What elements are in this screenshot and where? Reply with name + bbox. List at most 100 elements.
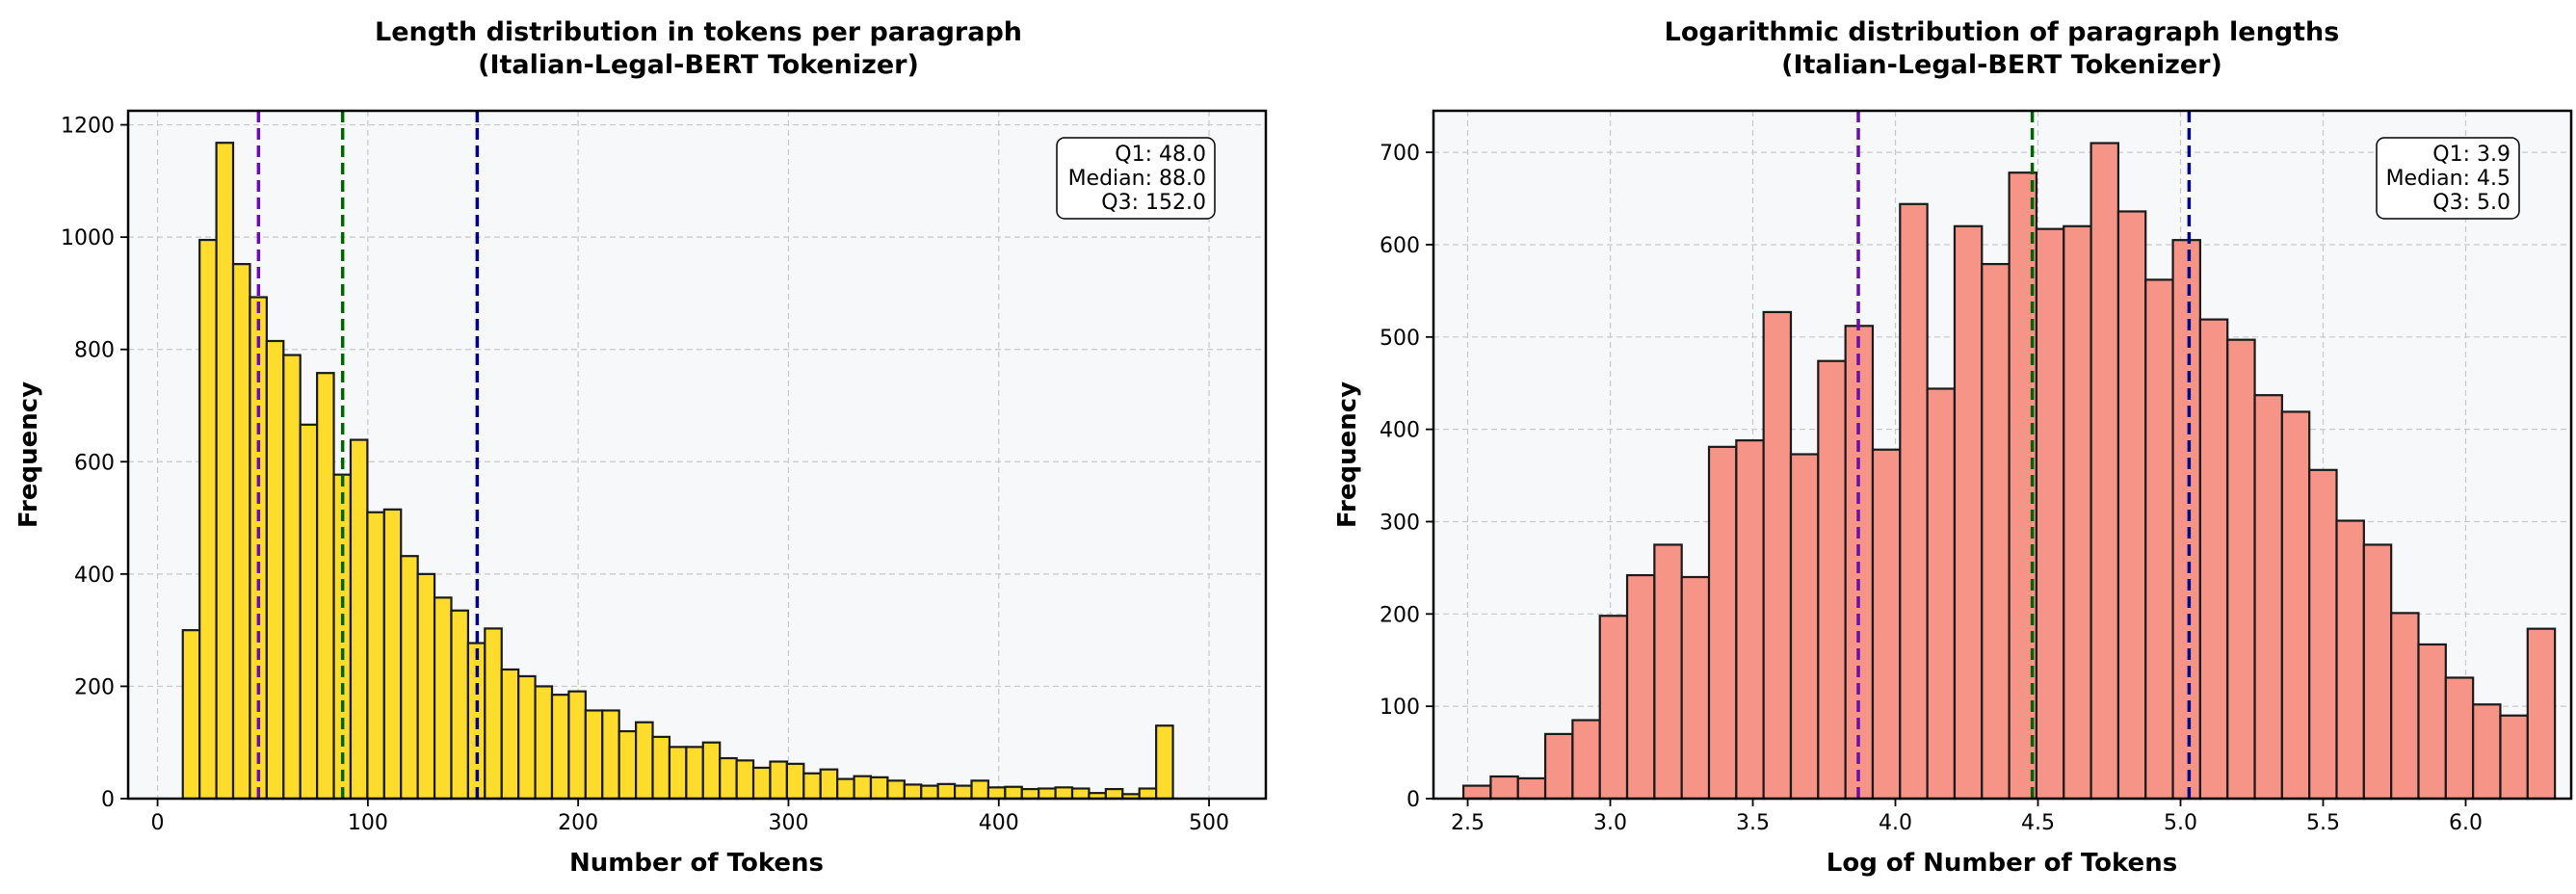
- y-tick-label: 700: [1380, 142, 1420, 166]
- histogram-bar: [635, 721, 654, 801]
- x-tick-label: 3.5: [1736, 811, 1770, 835]
- y-tick-label: 600: [1380, 234, 1420, 258]
- histogram-token-lengths: Length distribution in tokens per paragr…: [14, 17, 1268, 878]
- histogram-bar: [433, 596, 453, 801]
- histogram-bar: [719, 756, 738, 801]
- x-tick-label: 500: [1189, 811, 1229, 835]
- histogram-bar: [1543, 732, 1574, 801]
- histogram-bar: [198, 238, 218, 801]
- histogram-bar: [2144, 278, 2174, 801]
- chart-title-line1: Length distribution in tokens per paragr…: [375, 17, 1022, 47]
- histogram-bar: [2035, 227, 2065, 801]
- histogram-bar: [886, 779, 906, 801]
- histogram-bar: [1461, 784, 1492, 801]
- histogram-bar: [2116, 210, 2147, 801]
- histogram-bar: [584, 709, 604, 801]
- y-axis-ticks: 0 100 200 300 400 500 600 700: [1380, 142, 1433, 812]
- histogram-bar: [316, 372, 335, 801]
- stats-box-frame: [2376, 137, 2520, 220]
- histogram-bar: [1871, 448, 1902, 801]
- histogram-bar: [903, 783, 923, 801]
- quartile-lines: [256, 111, 480, 799]
- stats-q1: Q1: 3.9: [2432, 143, 2510, 167]
- y-tick-label: 0: [1406, 788, 1420, 812]
- histogram-bar: [349, 438, 369, 801]
- stats-q1: Q1: 48.0: [1115, 143, 1206, 167]
- histogram-bar: [2444, 676, 2475, 801]
- histogram-bar: [618, 729, 638, 801]
- histogram-bar: [735, 759, 755, 801]
- histogram-bar: [550, 694, 570, 801]
- y-tick-label: 200: [1380, 603, 1420, 627]
- histogram-bar: [1070, 787, 1091, 801]
- x-tick-label: 4.5: [2021, 811, 2055, 835]
- histogram-bar: [1653, 543, 1683, 801]
- y-axis-ticks: 0 200 400 600 800 1000 1200: [61, 115, 128, 812]
- histogram-bar: [869, 776, 889, 801]
- x-tick-label: 400: [979, 811, 1019, 835]
- histogram-bar: [2362, 543, 2393, 801]
- histogram-bar: [1155, 724, 1174, 801]
- histogram-bar: [920, 784, 939, 801]
- histogram-bar: [517, 674, 537, 801]
- histogram-bar: [986, 786, 1007, 801]
- plot-frame: [126, 109, 1268, 801]
- histogram-bar: [534, 685, 554, 801]
- y-tick-label: 200: [74, 675, 115, 699]
- chart-title-line1: Logarithmic distribution of paragraph le…: [1665, 17, 2340, 47]
- histogram-bar: [2472, 703, 2502, 801]
- y-tick-label: 300: [1380, 511, 1420, 535]
- x-tick-label: 100: [348, 811, 388, 835]
- histogram-bar: [1054, 786, 1074, 801]
- histogram-bar: [1981, 262, 2011, 801]
- chart-title-line2: (Italian-Legal-BERT Tokenizer): [1781, 50, 2222, 80]
- stats-median: Median: 4.5: [2386, 167, 2510, 191]
- histogram-bar: [299, 423, 319, 801]
- x-axis-ticks: 2.5 3.0 3.5 4.0 4.5 5.0 5.5 6.0: [1451, 799, 2483, 835]
- y-tick-label: 1200: [61, 115, 115, 139]
- y-axis-label: Frequency: [1333, 381, 1362, 528]
- stats-box: Q1: 3.9 Median: 4.5 Q3: 5.0: [2376, 137, 2520, 220]
- x-tick-label: 2.5: [1451, 811, 1485, 835]
- histogram-bar: [1004, 785, 1023, 801]
- histogram-bar: [2499, 714, 2529, 801]
- x-tick-label: 6.0: [2449, 811, 2483, 835]
- y-tick-label: 1000: [61, 226, 115, 250]
- stats-box: Q1: 48.0 Median: 88.0 Q3: 152.0: [1056, 137, 1216, 220]
- histogram-bar: [836, 777, 855, 801]
- histogram-bar: [416, 572, 436, 801]
- histogram-bar: [802, 772, 822, 801]
- histogram-bar: [282, 354, 302, 801]
- histogram-bar: [2171, 239, 2201, 801]
- x-tick-label: 4.0: [1879, 811, 1912, 835]
- histogram-bar: [819, 768, 839, 801]
- y-tick-label: 400: [1380, 419, 1420, 443]
- histogram-bar: [953, 784, 973, 801]
- histogram-bar: [853, 775, 873, 801]
- bars: [1461, 142, 2557, 801]
- chart-title-line2: (Italian-Legal-BERT Tokenizer): [478, 50, 919, 80]
- stats-box-frame: [1056, 137, 1216, 220]
- x-tick-label: 200: [558, 811, 598, 835]
- y-tick-label: 600: [74, 451, 115, 475]
- x-axis-label: Log of Number of Tokens: [1827, 849, 2177, 878]
- histogram-bar: [450, 609, 470, 801]
- histogram-bar: [1953, 224, 1984, 801]
- histogram-bar: [936, 782, 957, 801]
- y-tick-label: 0: [101, 788, 115, 812]
- histogram-bar: [1571, 719, 1601, 801]
- histogram-bar: [2526, 627, 2557, 801]
- histogram-bar: [2417, 643, 2447, 801]
- histogram-bar: [601, 709, 620, 801]
- histogram-bar: [231, 263, 251, 801]
- histogram-log-lengths: Logarithmic distribution of paragraph le…: [1333, 17, 2573, 878]
- x-tick-label: 3.0: [1593, 811, 1627, 835]
- histogram-bar: [1020, 787, 1040, 801]
- histogram-bar: [1789, 453, 1820, 801]
- histogram-bar: [1926, 387, 1957, 801]
- histogram-bar: [668, 746, 688, 801]
- histogram-bar: [970, 779, 990, 801]
- stats-q3: Q3: 152.0: [1101, 191, 1206, 215]
- x-tick-label: 5.0: [2164, 811, 2197, 835]
